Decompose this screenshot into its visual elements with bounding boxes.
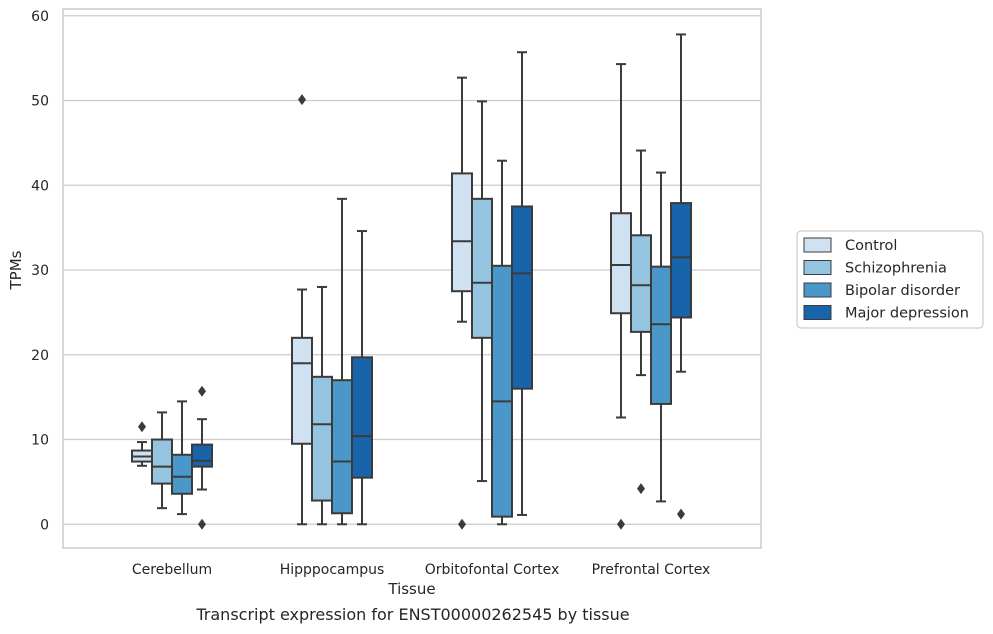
legend-swatch — [803, 237, 832, 253]
box-element — [311, 285, 333, 526]
box-element — [331, 197, 353, 526]
box-iqr — [291, 336, 313, 445]
box-element — [151, 411, 173, 510]
gridlines — [63, 15, 761, 525]
box-element — [610, 63, 632, 530]
legend-swatch — [803, 260, 832, 275]
box-element — [351, 230, 373, 526]
box-element — [670, 33, 692, 520]
box-element — [491, 159, 513, 526]
box-iqr — [670, 202, 692, 319]
box-element — [131, 421, 153, 467]
y-tick-label: 20 — [31, 348, 49, 364]
box-element — [650, 171, 672, 503]
outlier-point — [198, 518, 206, 530]
box-iqr — [331, 379, 353, 515]
series-bipolar-disorder — [171, 159, 672, 526]
box-plot-series — [131, 33, 692, 530]
series-major-depression — [191, 33, 692, 530]
x-axis-ticks: Cerebellum Hipppocampus Orbitofontal Corte… — [132, 562, 710, 578]
outlier-point — [138, 421, 146, 433]
legend-label: Schizophrenia — [845, 261, 947, 277]
box-iqr — [451, 172, 473, 293]
box-element — [291, 94, 313, 526]
box-iqr — [311, 375, 333, 502]
box-element — [171, 400, 193, 516]
series-schizophrenia — [151, 100, 652, 526]
box-element — [451, 76, 473, 530]
outlier-point — [458, 518, 466, 530]
y-tick-label: 40 — [31, 178, 49, 194]
box-element — [630, 149, 652, 495]
box-element — [471, 100, 493, 483]
outlier-point — [677, 508, 685, 520]
y-tick-label: 0 — [40, 517, 49, 533]
x-axis-label: Tissue — [387, 580, 435, 598]
y-tick-label: 10 — [31, 433, 49, 449]
legend-label: Bipolar disorder — [845, 283, 960, 299]
x-tick-label: Orbitofontal Cortex — [425, 562, 560, 578]
outlier-point — [198, 385, 206, 397]
legend-swatch — [803, 305, 832, 320]
box-iqr — [630, 234, 652, 333]
figure-caption: Transcript expression for ENST0000026254… — [196, 605, 630, 624]
box-iqr — [511, 205, 533, 390]
y-axis-label: TPMs — [7, 250, 25, 290]
outlier-point — [298, 94, 306, 106]
legend-label: Major depression — [845, 306, 969, 322]
series-control — [131, 63, 632, 530]
x-tick-label: Hipppocampus — [280, 562, 385, 578]
legend-label: Control — [845, 238, 897, 254]
box-iqr — [351, 356, 373, 479]
y-tick-label: 60 — [31, 9, 49, 25]
outlier-point — [617, 518, 625, 530]
box-element — [511, 51, 533, 516]
box-iqr — [471, 197, 493, 339]
box-iqr — [191, 443, 213, 468]
x-tick-label: Prefrontal Cortex — [592, 562, 711, 578]
legend-swatch — [803, 282, 832, 298]
y-tick-label: 30 — [31, 263, 49, 279]
box-iqr — [610, 212, 632, 315]
outlier-point — [637, 483, 645, 495]
box-element — [191, 385, 213, 530]
y-tick-label: 50 — [31, 94, 49, 110]
box-iqr — [151, 438, 173, 485]
y-axis-ticks: 0 10 20 30 40 50 60 — [31, 9, 49, 533]
box-iqr — [171, 453, 193, 495]
box-iqr — [491, 264, 513, 518]
box-iqr — [650, 265, 672, 405]
box-plot-chart: 0 10 20 30 40 50 60 Cerebellum Hipppocampus Orbi… — [7, 8, 984, 598]
plot-frame — [62, 8, 762, 549]
legend: Control Schizophrenia Bipolar disorder Majo… — [796, 230, 984, 329]
x-tick-label: Cerebellum — [132, 562, 212, 578]
legend-frame — [796, 230, 984, 329]
